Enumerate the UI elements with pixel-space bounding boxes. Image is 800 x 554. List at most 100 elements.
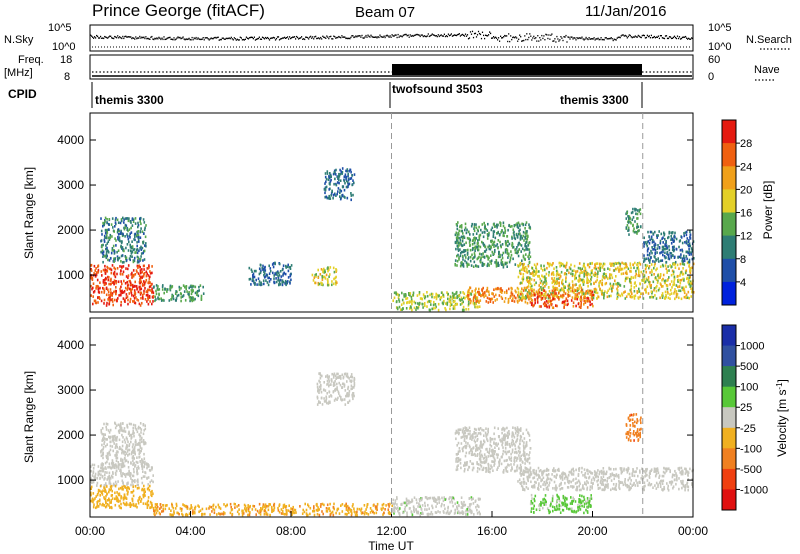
nsky-point (478, 32, 481, 35)
range-cell (557, 291, 560, 295)
range-cell (596, 275, 599, 279)
range-cell (679, 274, 681, 277)
range-cell (545, 280, 547, 283)
range-cell (513, 294, 515, 298)
range-cell (278, 279, 281, 282)
range-cell (258, 502, 261, 506)
range-cell (554, 294, 557, 297)
range-cell (251, 279, 254, 283)
range-cell (93, 290, 96, 293)
range-cell (511, 292, 514, 296)
range-cell (141, 246, 144, 250)
range-cell (126, 235, 129, 238)
range-cell (473, 296, 475, 299)
range-cell (469, 301, 472, 305)
range-cell (136, 483, 139, 487)
range-cell (503, 291, 506, 294)
range-cell (591, 269, 593, 272)
range-cell (282, 272, 285, 276)
ytick-label: 1000 (57, 268, 84, 282)
freq-unit: [MHz] (4, 67, 33, 79)
range-cell (332, 194, 335, 197)
freq-label: Freq. (18, 54, 44, 66)
range-cell (138, 496, 140, 500)
range-cell (336, 508, 338, 512)
range-cell (597, 266, 600, 270)
range-cell (662, 247, 665, 251)
range-cell (651, 241, 654, 244)
range-cell (123, 299, 126, 303)
range-cell (516, 286, 519, 290)
nsky-point (351, 35, 353, 37)
range-cell (115, 292, 117, 296)
nsky-point (260, 38, 263, 40)
range-cell (103, 440, 106, 443)
nsky-point (563, 36, 565, 38)
nsky-point (389, 35, 391, 37)
range-cell (111, 506, 113, 510)
range-cell (640, 292, 642, 295)
range-cell (487, 222, 489, 226)
range-cell (129, 473, 131, 476)
range-cell (513, 230, 515, 234)
range-cell (119, 463, 121, 466)
range-cell (343, 175, 346, 178)
range-cell (323, 269, 326, 272)
range-cell (478, 252, 481, 256)
range-cell (141, 230, 144, 233)
range-cell (650, 295, 653, 299)
range-cell (439, 298, 442, 301)
range-cell (583, 275, 585, 278)
nsky-point (123, 37, 125, 40)
range-cell (596, 291, 599, 295)
range-cell (131, 283, 134, 287)
nsky-point (212, 37, 214, 40)
range-cell (665, 267, 668, 270)
range-cell (556, 277, 558, 281)
range-cell (104, 220, 106, 223)
range-cell (566, 268, 569, 272)
range-cell (543, 295, 545, 298)
range-cell (532, 294, 535, 297)
nsky-point (263, 38, 266, 40)
range-cell (122, 472, 124, 475)
range-cell (248, 278, 251, 281)
nsky-point (511, 38, 513, 41)
nsky-point (182, 36, 184, 38)
range-cell (688, 242, 691, 245)
range-cell (337, 507, 340, 511)
range-cell (117, 257, 120, 260)
range-cell (202, 285, 204, 289)
range-cell (533, 278, 536, 282)
range-cell (638, 270, 640, 273)
range-cell (120, 218, 123, 221)
nave-tick-top: 60 (708, 54, 720, 66)
range-cell (117, 498, 119, 502)
colorbar-tick-label: 8 (740, 254, 746, 266)
range-cell (539, 281, 542, 285)
range-cell (583, 280, 585, 284)
range-cell (138, 467, 140, 470)
range-cell (133, 285, 135, 288)
nsky-point (418, 34, 420, 36)
range-cell (97, 301, 99, 304)
range-cell (603, 272, 605, 275)
range-cell (124, 430, 127, 433)
range-cell (117, 423, 120, 427)
range-cell (683, 254, 685, 258)
range-cell (114, 426, 117, 430)
nsky-point (217, 36, 219, 38)
nsky-point (422, 35, 424, 38)
range-cell (670, 292, 673, 295)
nsky-point (232, 39, 234, 41)
range-cell (114, 298, 116, 302)
range-cell (134, 273, 137, 276)
range-cell (568, 271, 570, 275)
range-cell (104, 278, 106, 281)
range-cell (133, 462, 135, 465)
range-cell (284, 282, 286, 285)
range-cell (459, 238, 462, 242)
nsky-point (342, 36, 344, 38)
range-cell (528, 282, 530, 285)
nsky-point (430, 34, 432, 36)
